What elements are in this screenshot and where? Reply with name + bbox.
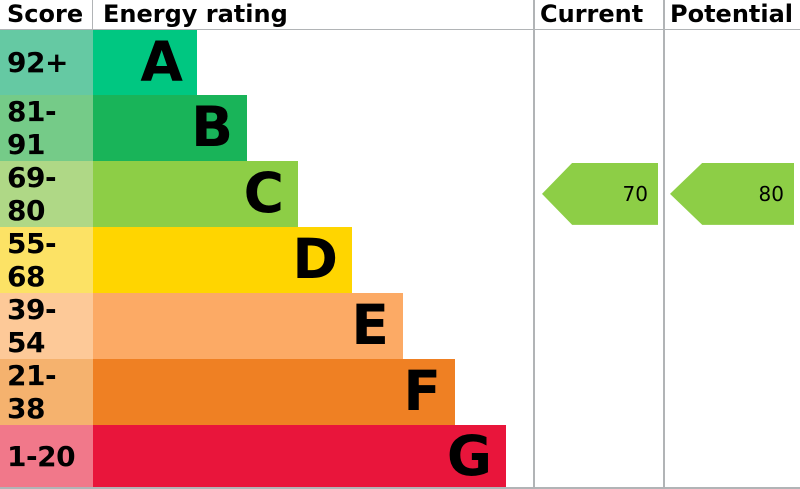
score-column-header: Score — [0, 0, 93, 29]
energy-rating-column-header: Energy rating — [103, 0, 288, 28]
band-bar-e: E — [93, 292, 403, 359]
score-range-label: 81-91 — [0, 94, 93, 161]
band-bar-c: C — [93, 160, 298, 227]
band-bar-g: G — [93, 424, 506, 489]
table-bottom-border — [0, 487, 800, 489]
score-range-label: 1-20 — [0, 424, 93, 489]
potential-column-divider — [663, 0, 665, 489]
band-row-f: 21-38 F — [0, 358, 800, 425]
band-row-b: 81-91 B — [0, 94, 800, 161]
band-row-d: 55-68 D — [0, 226, 800, 293]
score-range-label: 55-68 — [0, 226, 93, 293]
band-bar-f: F — [93, 358, 455, 425]
score-range-label: 39-54 — [0, 292, 93, 359]
potential-column-header: Potential — [670, 0, 794, 28]
score-range-label: 92+ — [0, 30, 93, 95]
band-row-a: 92+ A — [0, 30, 800, 95]
band-rows: 92+ A 81-91 B 69-80 C 55-68 D 39-54 E 21-38 F 1-20 G — [0, 30, 800, 489]
score-range-label: 69-80 — [0, 160, 93, 227]
band-bar-b: B — [93, 94, 247, 161]
band-row-c: 69-80 C — [0, 160, 800, 227]
table-header: Score Energy rating Current Potential — [0, 0, 800, 30]
band-bar-a: A — [93, 30, 197, 95]
current-column-divider — [533, 0, 535, 489]
band-row-g: 1-20 G — [0, 424, 800, 489]
band-bar-d: D — [93, 226, 352, 293]
band-row-e: 39-54 E — [0, 292, 800, 359]
score-range-label: 21-38 — [0, 358, 93, 425]
current-column-header: Current — [540, 0, 644, 28]
